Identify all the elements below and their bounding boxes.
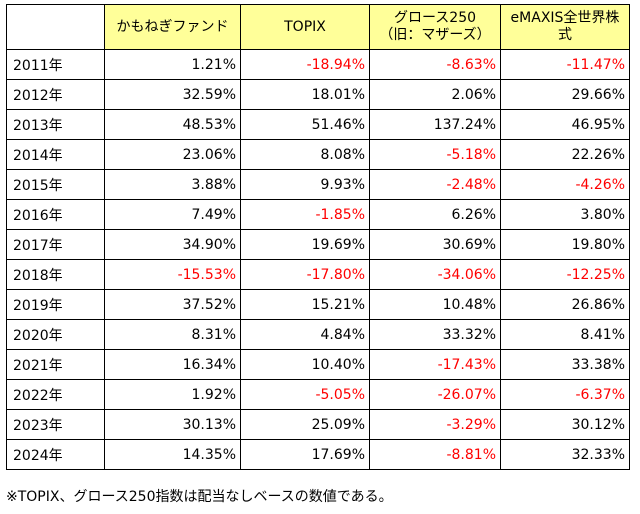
growth250-value-cell: -5.18% — [369, 139, 501, 170]
table-row: 2021年 16.34% 10.40% -17.43% 33.38% — [6, 349, 630, 380]
emaxis-all-world-value-cell: -4.26% — [500, 169, 630, 200]
header-emaxis-line1: eMAXIS全世界株 — [510, 10, 620, 26]
table-row: 2018年 -15.53% -17.80% -34.06% -12.25% — [6, 259, 630, 290]
header-growth250-line1: グロース250 — [393, 10, 477, 26]
topix-value-cell: -5.05% — [240, 379, 370, 410]
kamonegi-fund-value-cell: 30.13% — [104, 409, 241, 440]
growth250-value-cell: 33.32% — [369, 319, 501, 350]
growth250-value-cell: -8.81% — [369, 439, 501, 470]
year-cell: 2014年 — [6, 139, 105, 170]
kamonegi-fund-value-cell: 3.88% — [104, 169, 241, 200]
kamonegi-fund-value-cell: 23.06% — [104, 139, 241, 170]
emaxis-all-world-value-cell: 32.33% — [500, 439, 630, 470]
table-row: 2023年 30.13% 25.09% -3.29% 30.12% — [6, 409, 630, 440]
table-row: 2013年 48.53% 51.46% 137.24% 46.95% — [6, 109, 630, 140]
header-kamonegi-fund: かもねぎファンド — [104, 4, 241, 50]
growth250-value-cell: 10.48% — [369, 289, 501, 320]
kamonegi-fund-value-cell: 37.52% — [104, 289, 241, 320]
table-row: 2022年 1.92% -5.05% -26.07% -6.37% — [6, 379, 630, 410]
year-cell: 2016年 — [6, 199, 105, 230]
topix-value-cell: -18.94% — [240, 49, 370, 80]
growth250-value-cell: -17.43% — [369, 349, 501, 380]
kamonegi-fund-value-cell: 16.34% — [104, 349, 241, 380]
table-row: 2016年 7.49% -1.85% 6.26% 3.80% — [6, 199, 630, 230]
topix-value-cell: -17.80% — [240, 259, 370, 290]
emaxis-all-world-value-cell: 30.12% — [500, 409, 630, 440]
topix-value-cell: 51.46% — [240, 109, 370, 140]
kamonegi-fund-value-cell: 7.49% — [104, 199, 241, 230]
topix-value-cell: 25.09% — [240, 409, 370, 440]
table-row: 2014年 23.06% 8.08% -5.18% 22.26% — [6, 139, 630, 170]
year-cell: 2024年 — [6, 439, 105, 470]
topix-value-cell: 8.08% — [240, 139, 370, 170]
topix-value-cell: 17.69% — [240, 439, 370, 470]
growth250-value-cell: 2.06% — [369, 79, 501, 110]
topix-value-cell: 10.40% — [240, 349, 370, 380]
table-row: 2017年 34.90% 19.69% 30.69% 19.80% — [6, 229, 630, 260]
topix-value-cell: 19.69% — [240, 229, 370, 260]
topix-value-cell: 18.01% — [240, 79, 370, 110]
year-cell: 2020年 — [6, 319, 105, 350]
emaxis-all-world-value-cell: 19.80% — [500, 229, 630, 260]
header-growth250: グロース250 （旧：マザーズ） — [369, 4, 501, 50]
year-cell: 2019年 — [6, 289, 105, 320]
year-cell: 2015年 — [6, 169, 105, 200]
header-growth250-line2: （旧：マザーズ） — [379, 27, 491, 43]
year-cell: 2013年 — [6, 109, 105, 140]
footnote: ※TOPIX、グロース250指数は配当なしベースの数値である。 — [6, 489, 393, 505]
table-row: 2015年 3.88% 9.93% -2.48% -4.26% — [6, 169, 630, 200]
year-cell: 2021年 — [6, 349, 105, 380]
emaxis-all-world-value-cell: 33.38% — [500, 349, 630, 380]
topix-value-cell: 15.21% — [240, 289, 370, 320]
header-topix: TOPIX — [240, 4, 370, 50]
corner-header-cell — [6, 4, 105, 50]
table-body: 2011年 1.21% -18.94% -8.63% -11.47% 2012年 32.59… — [6, 49, 630, 470]
kamonegi-fund-value-cell: -15.53% — [104, 259, 241, 290]
emaxis-all-world-value-cell: 8.41% — [500, 319, 630, 350]
kamonegi-fund-value-cell: 1.21% — [104, 49, 241, 80]
year-cell: 2018年 — [6, 259, 105, 290]
growth250-value-cell: 30.69% — [369, 229, 501, 260]
kamonegi-fund-value-cell: 34.90% — [104, 229, 241, 260]
annual-returns-table: かもねぎファンド TOPIX グロース250 （旧：マザーズ） eMAXIS全世… — [6, 4, 630, 470]
emaxis-all-world-value-cell: 46.95% — [500, 109, 630, 140]
year-cell: 2023年 — [6, 409, 105, 440]
emaxis-all-world-value-cell: 3.80% — [500, 199, 630, 230]
year-cell: 2011年 — [6, 49, 105, 80]
growth250-value-cell: -8.63% — [369, 49, 501, 80]
header-emaxis-all-world: eMAXIS全世界株 式 — [500, 4, 630, 50]
table-row: 2019年 37.52% 15.21% 10.48% 26.86% — [6, 289, 630, 320]
growth250-value-cell: -3.29% — [369, 409, 501, 440]
emaxis-all-world-value-cell: -11.47% — [500, 49, 630, 80]
kamonegi-fund-value-cell: 32.59% — [104, 79, 241, 110]
table-row: 2024年 14.35% 17.69% -8.81% 32.33% — [6, 439, 630, 470]
table-row: 2011年 1.21% -18.94% -8.63% -11.47% — [6, 49, 630, 80]
growth250-value-cell: -26.07% — [369, 379, 501, 410]
emaxis-all-world-value-cell: -6.37% — [500, 379, 630, 410]
year-cell: 2017年 — [6, 229, 105, 260]
emaxis-all-world-value-cell: 22.26% — [500, 139, 630, 170]
kamonegi-fund-value-cell: 1.92% — [104, 379, 241, 410]
topix-value-cell: 9.93% — [240, 169, 370, 200]
header-emaxis-line2: 式 — [558, 27, 572, 43]
topix-value-cell: 4.84% — [240, 319, 370, 350]
header-row: かもねぎファンド TOPIX グロース250 （旧：マザーズ） eMAXIS全世… — [6, 4, 630, 50]
table-row: 2020年 8.31% 4.84% 33.32% 8.41% — [6, 319, 630, 350]
growth250-value-cell: -34.06% — [369, 259, 501, 290]
kamonegi-fund-value-cell: 8.31% — [104, 319, 241, 350]
growth250-value-cell: 137.24% — [369, 109, 501, 140]
kamonegi-fund-value-cell: 48.53% — [104, 109, 241, 140]
year-cell: 2022年 — [6, 379, 105, 410]
growth250-value-cell: 6.26% — [369, 199, 501, 230]
growth250-value-cell: -2.48% — [369, 169, 501, 200]
table-row: 2012年 32.59% 18.01% 2.06% 29.66% — [6, 79, 630, 110]
year-cell: 2012年 — [6, 79, 105, 110]
emaxis-all-world-value-cell: 26.86% — [500, 289, 630, 320]
topix-value-cell: -1.85% — [240, 199, 370, 230]
kamonegi-fund-value-cell: 14.35% — [104, 439, 241, 470]
emaxis-all-world-value-cell: 29.66% — [500, 79, 630, 110]
emaxis-all-world-value-cell: -12.25% — [500, 259, 630, 290]
